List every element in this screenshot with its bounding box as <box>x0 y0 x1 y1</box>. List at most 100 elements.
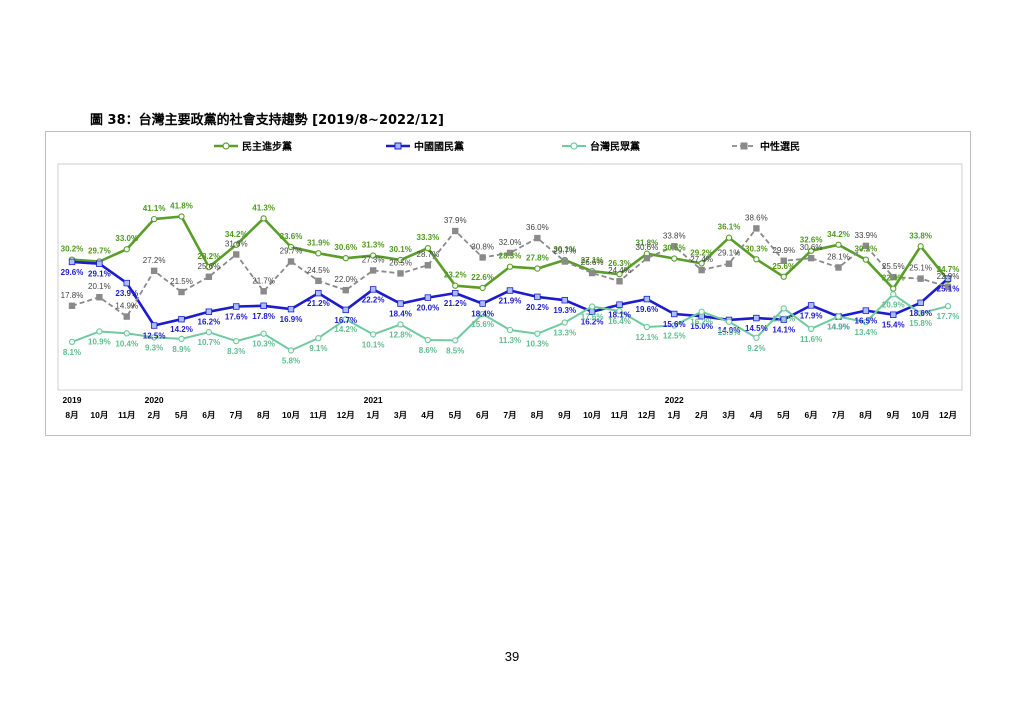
data-label-dpp-15: 22.6% <box>471 273 494 282</box>
point-neutral-1 <box>96 294 103 301</box>
x-tick-label-20: 11月 <box>611 410 629 420</box>
x-tick-label-16: 7月 <box>503 410 516 420</box>
data-label-tpp-31: 15.8% <box>909 319 932 328</box>
legend-label-neutral: 中性選民 <box>760 140 800 153</box>
point-tpp-3 <box>150 334 158 341</box>
point-neutral-4 <box>178 288 185 296</box>
data-label-tpp-29: 13.4% <box>855 328 878 337</box>
point-dpp-2 <box>123 246 130 253</box>
data-label-kmt-0: 29.6% <box>61 268 84 277</box>
x-tick-label-11: 1月 <box>367 410 380 420</box>
point-dpp-23 <box>698 260 705 267</box>
point-tpp-15 <box>479 310 486 318</box>
x-tick-label-0: 8月 <box>65 410 78 420</box>
x-tick-label-32: 12月 <box>939 410 957 420</box>
data-label-tpp-6: 8.3% <box>227 347 245 356</box>
data-label-dpp-0: 30.2% <box>61 245 84 254</box>
point-tpp-25 <box>753 334 760 341</box>
data-label-tpp-22: 12.5% <box>663 332 686 341</box>
data-label-dpp-11: 31.3% <box>362 241 385 250</box>
data-label-tpp-1: 10.9% <box>88 337 111 346</box>
data-label-dpp-20: 26.3% <box>608 259 631 268</box>
data-label-tpp-25: 9.2% <box>747 344 765 353</box>
series-line-neutral <box>71 227 949 318</box>
point-dpp-7 <box>260 215 267 222</box>
x-tick-label-21: 12月 <box>638 410 656 420</box>
point-neutral-17 <box>534 234 541 242</box>
point-dpp-29 <box>862 256 870 263</box>
data-label-neutral-32: 22.9% <box>937 272 960 281</box>
x-axis: 2019 2020 2021 2022 8月 10月 11月 2月 5月 6月 7月 8月 10月 11月… <box>63 395 957 420</box>
x-tick-label-9: 11月 <box>310 410 328 420</box>
plot-area <box>57 163 963 391</box>
point-tpp-16 <box>506 326 514 334</box>
point-neutral-7 <box>260 288 267 295</box>
data-label-kmt-10: 16.7% <box>334 316 357 325</box>
point-kmt-5 <box>205 308 213 315</box>
data-label-tpp-5: 10.7% <box>198 338 221 347</box>
point-kmt-30 <box>890 311 897 318</box>
point-neutral-0 <box>68 302 76 309</box>
data-label-neutral-7: 21.7% <box>252 276 275 285</box>
data-label-kmt-32: 25.1% <box>937 285 960 294</box>
point-neutral-28 <box>835 264 842 271</box>
data-label-dpp-28: 34.2% <box>827 230 850 239</box>
data-label-tpp-12: 12.8% <box>389 330 412 339</box>
point-tpp-13 <box>424 336 432 344</box>
data-label-kmt-19: 16.2% <box>581 318 604 327</box>
point-neutral-22 <box>671 243 678 250</box>
data-label-kmt-4: 14.2% <box>170 325 193 334</box>
data-label-tpp-19: 17.6% <box>581 313 604 322</box>
point-kmt-16 <box>506 287 514 294</box>
data-label-neutral-25: 38.6% <box>745 213 768 222</box>
data-label-kmt-11: 22.2% <box>362 295 385 304</box>
chart-legend: 民主進步黨 中國國民黨 台灣民眾黨 中性選民 <box>214 140 800 153</box>
data-label-dpp-12: 30.1% <box>389 245 412 254</box>
data-label-tpp-10: 14.2% <box>334 325 357 334</box>
point-tpp-10 <box>342 316 349 323</box>
point-tpp-2 <box>123 330 130 337</box>
data-label-tpp-13: 8.6% <box>419 346 437 355</box>
point-kmt-7 <box>260 302 267 309</box>
x-tick-label-14: 5月 <box>449 410 462 420</box>
x-tick-label-28: 7月 <box>832 410 845 420</box>
point-tpp-9 <box>315 334 322 342</box>
point-kmt-18 <box>561 297 568 304</box>
x-tick-label-25: 4月 <box>750 410 763 420</box>
x-tick-label-22: 1月 <box>668 410 681 420</box>
point-neutral-27 <box>807 254 815 262</box>
x-tick-label-18: 9月 <box>558 410 571 420</box>
data-label-dpp-29: 30.2% <box>855 245 878 254</box>
point-neutral-19 <box>588 269 596 277</box>
data-label-kmt-1: 29.1% <box>88 270 111 279</box>
point-dpp-5 <box>205 263 213 271</box>
legend-marker-dpp <box>222 142 230 150</box>
data-label-dpp-16: 28.3% <box>499 252 522 261</box>
data-label-dpp-19: 27.1% <box>581 256 604 265</box>
point-dpp-10 <box>342 255 349 262</box>
point-neutral-18 <box>561 258 568 265</box>
data-label-kmt-18: 19.3% <box>553 306 576 315</box>
legend-label-dpp: 民主進步黨 <box>242 140 292 153</box>
data-label-tpp-23: 16.2% <box>690 318 713 327</box>
data-label-neutral-20: 24.4% <box>608 266 631 275</box>
x-tick-label-13: 4月 <box>421 410 434 420</box>
x-tick-label-8: 10月 <box>282 410 300 420</box>
point-tpp-21 <box>643 323 651 331</box>
data-label-dpp-2: 33.0% <box>115 234 138 243</box>
point-neutral-26 <box>780 257 787 264</box>
point-kmt-32 <box>944 275 952 282</box>
data-label-kmt-13: 20.0% <box>417 304 440 313</box>
data-label-kmt-9: 21.2% <box>307 299 330 308</box>
data-label-kmt-14: 21.2% <box>444 299 467 308</box>
data-label-tpp-15: 15.6% <box>471 320 494 329</box>
point-neutral-9 <box>315 277 322 285</box>
point-dpp-14 <box>452 282 459 289</box>
legend-marker-kmt <box>394 142 402 150</box>
data-label-dpp-9: 31.9% <box>307 238 330 247</box>
point-dpp-12 <box>397 256 404 264</box>
point-neutral-13 <box>424 262 432 269</box>
data-label-kmt-24: 14.0% <box>718 326 741 335</box>
point-kmt-17 <box>534 293 541 301</box>
data-label-dpp-18: 30.1% <box>553 245 576 254</box>
